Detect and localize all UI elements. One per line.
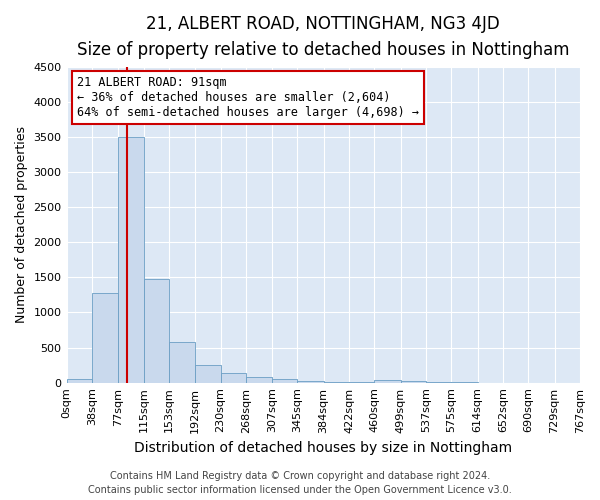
Bar xyxy=(67,379,92,382)
Text: Contains HM Land Registry data © Crown copyright and database right 2024.
Contai: Contains HM Land Registry data © Crown c… xyxy=(88,471,512,495)
Text: 21 ALBERT ROAD: 91sqm
← 36% of detached houses are smaller (2,604)
64% of semi-d: 21 ALBERT ROAD: 91sqm ← 36% of detached … xyxy=(77,76,419,119)
Bar xyxy=(298,381,323,382)
Title: 21, ALBERT ROAD, NOTTINGHAM, NG3 4JD
Size of property relative to detached house: 21, ALBERT ROAD, NOTTINGHAM, NG3 4JD Siz… xyxy=(77,15,569,60)
Y-axis label: Number of detached properties: Number of detached properties xyxy=(15,126,28,323)
Bar xyxy=(169,342,195,382)
Bar xyxy=(246,376,272,382)
X-axis label: Distribution of detached houses by size in Nottingham: Distribution of detached houses by size … xyxy=(134,441,512,455)
Bar xyxy=(272,379,298,382)
Bar xyxy=(143,280,169,382)
Bar xyxy=(374,380,401,382)
Bar xyxy=(118,137,143,382)
Bar xyxy=(221,373,246,382)
Bar xyxy=(195,365,221,382)
Bar xyxy=(92,292,118,382)
